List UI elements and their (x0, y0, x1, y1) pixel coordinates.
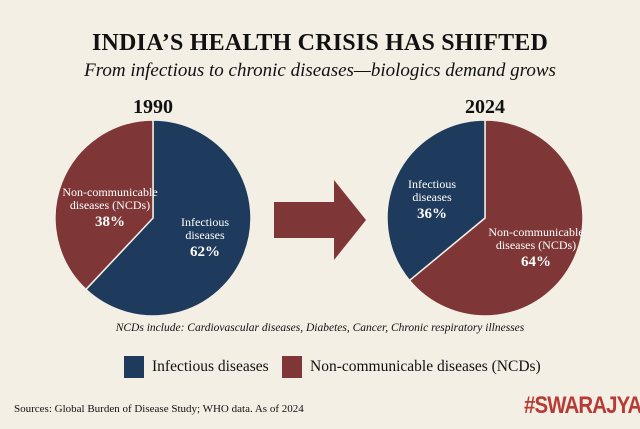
page-title: INDIA’S HEALTH CRISIS HAS SHIFTED (91, 30, 549, 56)
legend-swatch-ncd (282, 356, 302, 378)
year-1990-label: 1990 (133, 96, 173, 118)
pie-1990-infectious-label: Infectious diseases 62% (181, 215, 229, 261)
brand-logo: #SWARAJYA (524, 392, 640, 419)
pie-2024-slice-ncd (408, 119, 584, 317)
pie-2024-infectious-label: Infectious diseases 36% (408, 177, 456, 223)
right-arrow-icon (274, 180, 366, 260)
legend-label: Infectious diseases (152, 358, 269, 375)
pie-1990-ncd-label: Non-communicable diseases (NCDs) 38% (62, 185, 158, 231)
pie-1990-slice-ncd (54, 119, 154, 291)
source-text: Sources: Global Burden of Disease Study;… (14, 403, 304, 415)
legend-label: Non-communicable diseases (NCDs) (310, 358, 541, 375)
legend-item-infectious: Infectious diseases (124, 356, 269, 378)
pie-2024-slice-infectious (386, 119, 486, 282)
legend-swatch-infectious (124, 356, 144, 378)
pie-1990-slice-infectious (84, 119, 252, 317)
pie-2024-ncd-label: Non-communicable diseases (NCDs) 64% (488, 225, 584, 271)
subtitle: From infectious to chronic diseases—biol… (84, 60, 556, 81)
year-2024-label: 2024 (465, 96, 505, 118)
legend-item-ncd: Non-communicable diseases (NCDs) (282, 356, 541, 378)
ncd-note: NCDs include: Cardiovascular diseases, D… (115, 322, 525, 334)
